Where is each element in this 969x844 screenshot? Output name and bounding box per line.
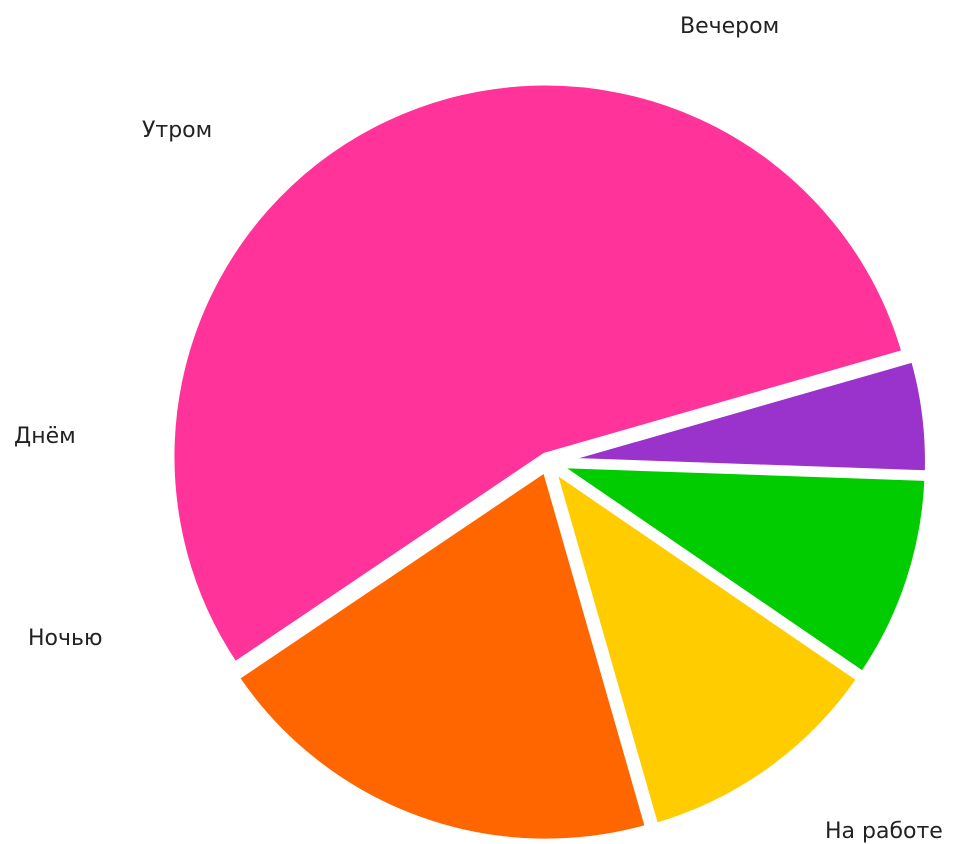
pie-slice-5 [549,353,933,479]
slice-label-4: Днём [14,424,76,449]
pie-slice-1 [166,77,910,671]
slice-label-1: На работе [825,819,943,844]
slice-label-5: Ночью [28,626,103,651]
slice-label-2: Вечером [680,14,779,39]
pie-slice-3 [547,462,865,832]
pie-slice-2 [231,463,654,844]
pie-slice-4 [549,459,933,680]
labels-layer: На работе Вечером Утром Днём Ночью [14,14,943,844]
slice-label-3: Утром [142,118,212,143]
slices-layer [166,77,933,844]
